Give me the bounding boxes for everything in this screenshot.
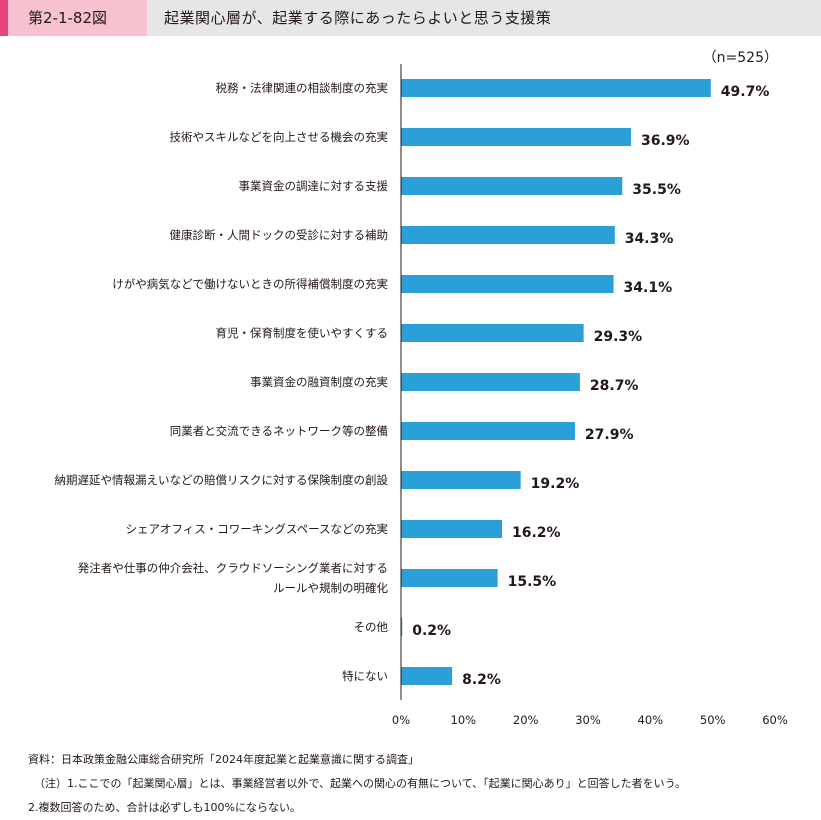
bar xyxy=(401,373,580,391)
bar xyxy=(401,128,632,146)
category-labels: 税務・法律関連の相談制度の充実技術やスキルなどを向上させる機会の充実事業資金の調… xyxy=(55,81,389,683)
x-tick-label: 60% xyxy=(762,713,788,727)
figure-title: 起業関心層が、起業する際にあったらよいと思う支援策 xyxy=(164,9,552,27)
category-label: 同業者と交流できるネットワーク等の整備 xyxy=(170,424,388,438)
value-label: 34.1% xyxy=(624,280,673,296)
category-label: 事業資金の調達に対する支援 xyxy=(239,179,389,193)
value-label: 35.5% xyxy=(632,182,681,198)
source-note: 資料：日本政策金融公庫総合研究所「2024年度起業と起業意識に関する調査」 xyxy=(28,753,419,766)
bar-chart: （n=525） 税務・法律関連の相談制度の充実技術やスキルなどを向上させる機会の… xyxy=(55,50,788,727)
category-label: 健康診断・人間ドックの受診に対する補助 xyxy=(170,228,389,242)
bar xyxy=(401,226,615,244)
value-label: 28.7% xyxy=(590,378,639,394)
value-label: 49.7% xyxy=(721,84,770,100)
multiple-answer-note: 2.複数回答のため、合計は必ずしも100%にならない。 xyxy=(28,801,301,814)
category-label: 事業資金の融資制度の充実 xyxy=(250,375,388,389)
notes: 資料：日本政策金融公庫総合研究所「2024年度起業と起業意識に関する調査」 （注… xyxy=(28,748,686,820)
definition-note: （注）1.ここでの「起業関心層」とは、事業経営者以外で、起業への関心の有無につい… xyxy=(34,777,687,790)
value-labels: 49.7% 36.9% 35.5% 34.3% 34.1% 29.3% 28.7% 27.9%… xyxy=(412,84,769,688)
sample-size-note: （n=525） xyxy=(703,50,778,66)
figure-number-tab: 第2-1-82図 xyxy=(0,0,147,36)
value-label: 0.2% xyxy=(412,623,451,639)
x-tick-label: 0% xyxy=(392,713,410,727)
figure-number: 第2-1-82図 xyxy=(28,9,107,27)
x-axis-tick-labels: 0% 10% 20% 30% 40% 50% 60% xyxy=(392,713,788,727)
category-label: 技術やスキルなどを向上させる機会の充実 xyxy=(170,130,389,144)
bar xyxy=(401,618,403,636)
bar xyxy=(401,324,584,342)
figure-header: 第2-1-82図 起業関心層が、起業する際にあったらよいと思う支援策 xyxy=(0,0,821,36)
bar xyxy=(401,520,502,538)
category-label: 特にない xyxy=(342,669,388,683)
bar xyxy=(401,422,575,440)
bar xyxy=(401,177,623,195)
bar xyxy=(401,569,498,587)
x-tick-label: 20% xyxy=(513,713,539,727)
value-label: 19.2% xyxy=(531,476,580,492)
category-label: ルールや規制の明確化 xyxy=(273,581,388,595)
x-tick-label: 10% xyxy=(451,713,477,727)
figure-number-accent xyxy=(0,0,8,36)
bars xyxy=(401,79,711,685)
category-label: けがや病気などで働けないときの所得補償制度の充実 xyxy=(112,277,388,291)
value-label: 8.2% xyxy=(462,672,501,688)
category-label: 発注者や仕事の仲介会社、クラウドソーシング業者に対する xyxy=(78,561,388,575)
value-label: 27.9% xyxy=(585,427,634,443)
bar xyxy=(401,79,711,97)
category-label: 納期遅延や情報漏えいなどの賠償リスクに対する保険制度の創設 xyxy=(55,473,389,487)
x-tick-label: 30% xyxy=(575,713,601,727)
category-label: 税務・法律関連の相談制度の充実 xyxy=(216,81,389,95)
bar xyxy=(401,275,614,293)
value-label: 34.3% xyxy=(625,231,674,247)
category-label: シェアオフィス・コワーキングスペースなどの充実 xyxy=(125,522,388,536)
bar xyxy=(401,471,521,489)
x-tick-label: 50% xyxy=(700,713,726,727)
category-label: 育児・保育制度を使いやすくする xyxy=(216,326,389,340)
value-label: 29.3% xyxy=(594,329,643,345)
x-tick-label: 40% xyxy=(638,713,664,727)
category-label: その他 xyxy=(354,620,389,634)
value-label: 16.2% xyxy=(512,525,561,541)
bar xyxy=(401,667,453,685)
value-label: 15.5% xyxy=(508,574,557,590)
value-label: 36.9% xyxy=(641,133,690,149)
